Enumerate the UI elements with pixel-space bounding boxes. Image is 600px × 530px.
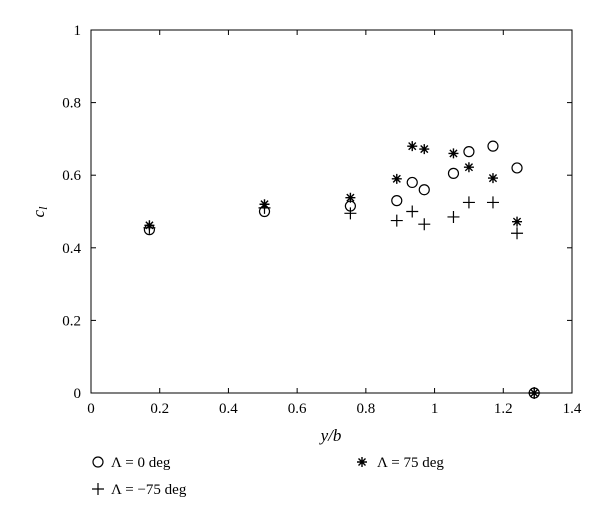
data-point-plus: [418, 218, 431, 231]
x-tick-label: 1.2: [494, 401, 513, 417]
x-tick-label: 1: [431, 401, 439, 417]
y-tick-label: 0.6: [62, 168, 81, 184]
legend: Λ = 0 deg Λ = −75 deg Λ = 75 deg: [92, 455, 444, 498]
y-tick-label: 0.8: [62, 96, 81, 112]
data-point-circle: [487, 140, 499, 152]
data-points: [143, 140, 541, 399]
data-point-plus: [344, 207, 357, 220]
y-tick-label: 1: [74, 23, 82, 39]
y-axis-label: cl: [29, 206, 50, 218]
data-point-asterisk: [407, 141, 418, 152]
data-point-asterisk: [144, 220, 155, 231]
x-tick-label: 0.4: [219, 401, 238, 417]
data-point-plus: [390, 214, 403, 227]
legend-label-lambda-0: Λ = 0 deg: [111, 455, 171, 471]
data-point-circle: [418, 184, 430, 196]
data-point-asterisk: [448, 148, 459, 159]
data-point-asterisk: [345, 192, 356, 203]
x-tick-label: 0: [87, 401, 95, 417]
data-point-circle: [463, 146, 475, 158]
legend-label-lambda-75: Λ = 75 deg: [377, 455, 444, 471]
data-point-circle: [391, 195, 403, 207]
data-point-asterisk: [512, 216, 523, 227]
data-point-plus: [486, 196, 499, 209]
plot-area-frame: [90, 29, 573, 394]
x-tick-label: 1.4: [563, 401, 582, 417]
data-point-asterisk: [259, 199, 270, 210]
data-point-circle: [447, 167, 460, 179]
data-point-asterisk: [391, 173, 402, 184]
y-axis-ticks: 0 0.2 0.4 0.6 0.8 1: [62, 23, 572, 402]
y-tick-label: 0: [74, 386, 82, 402]
x-tick-label: 0.6: [288, 401, 307, 417]
data-point-asterisk: [419, 144, 430, 155]
x-axis-label: y/b: [319, 426, 342, 445]
legend-plus-marker: [92, 483, 104, 495]
data-point-plus: [447, 210, 460, 223]
data-point-circle: [511, 162, 523, 174]
y-tick-label: 0.2: [62, 313, 81, 329]
data-point-plus: [406, 205, 419, 218]
data-point-plus: [462, 196, 475, 209]
legend-circle-marker: [92, 456, 104, 468]
data-point-circle: [406, 176, 418, 189]
data-point-plus: [511, 227, 524, 240]
legend-item-lambda-0: Λ = 0 deg: [92, 455, 171, 471]
data-point-asterisk: [529, 388, 540, 398]
x-tick-label: 0.2: [150, 401, 169, 417]
y-tick-label: 0.4: [62, 241, 81, 257]
data-point-asterisk: [463, 162, 474, 173]
legend-asterisk-marker: [357, 457, 367, 467]
x-tick-label: 0.8: [356, 401, 375, 417]
legend-item-lambda-75: Λ = 75 deg: [357, 455, 444, 471]
legend-label-lambda-minus-75: Λ = −75 deg: [111, 482, 187, 498]
legend-item-lambda-minus-75: Λ = −75 deg: [92, 482, 187, 498]
data-point-asterisk: [487, 173, 498, 184]
x-axis-ticks: 0 0.2 0.4 0.6 0.8 1 1.2 1.4: [87, 30, 582, 417]
